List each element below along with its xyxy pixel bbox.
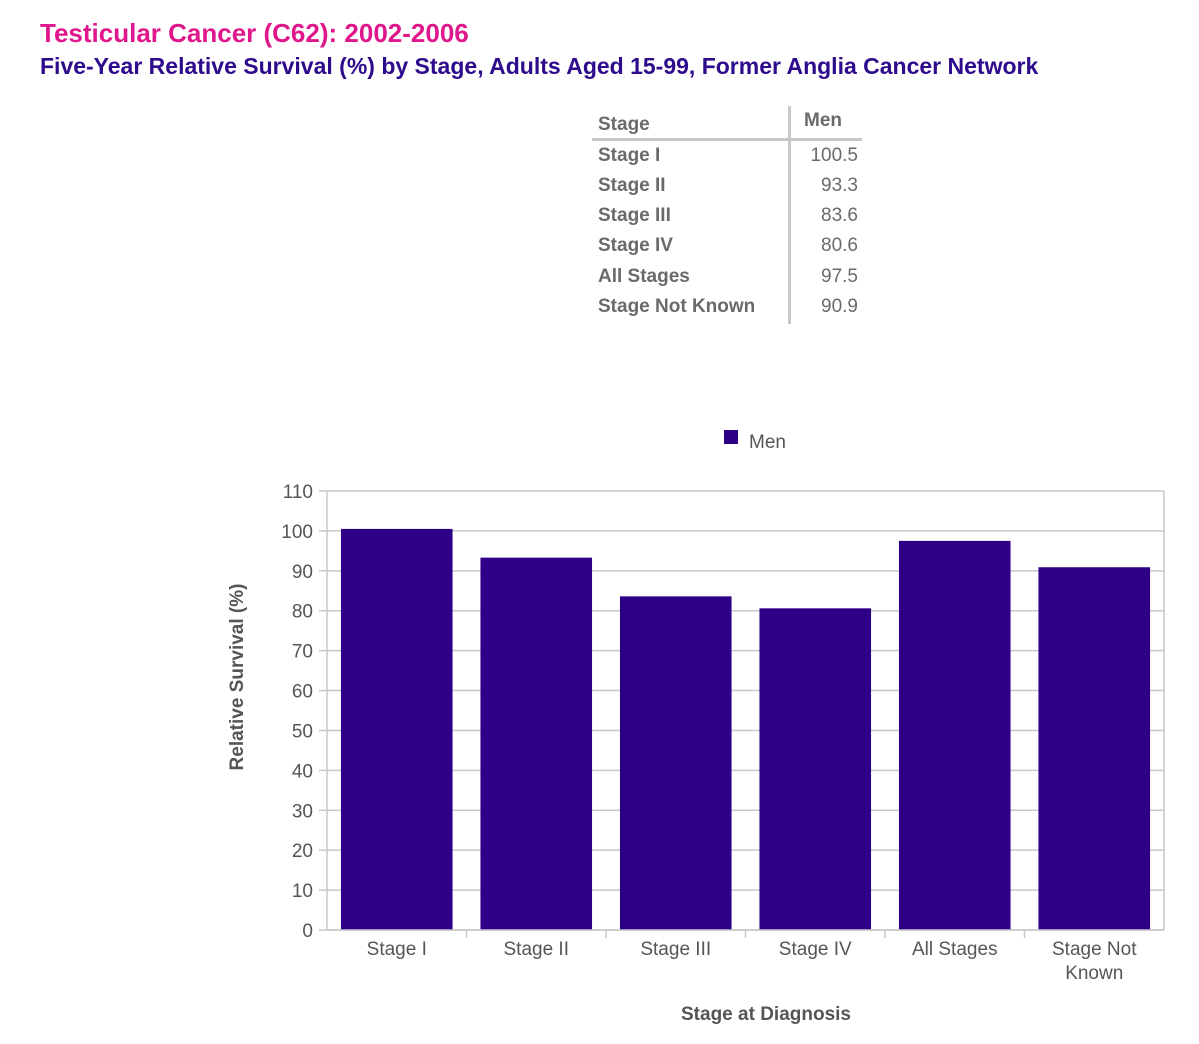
table-cell-stage: All Stages [598,266,690,287]
x-tick-label: Stage IV [779,939,852,960]
y-tick-label: 30 [292,801,313,822]
table-header-stage: Stage [598,114,650,135]
table-divider-vertical [788,106,791,324]
x-axis-title: Stage at Diagnosis [681,1004,851,1025]
y-tick-label: 60 [292,682,313,703]
legend-label: Men [749,432,786,453]
bar [759,608,872,930]
x-tick-label: Stage II [504,939,570,960]
y-tick-label: 100 [281,522,313,543]
y-tick-label: 20 [292,841,313,862]
table-cell-stage: Stage I [598,145,661,166]
legend-swatch [724,430,738,444]
table-cell-men: 80.6 [821,235,858,256]
y-tick-label: 50 [292,721,313,742]
table-header-men: Men [804,110,842,131]
table-cell-men: 90.9 [821,296,858,317]
table-cell-stage: Stage IV [598,235,673,256]
table-row: Stage Not Known 90.9 [592,296,858,326]
table-cell-stage: Stage Not Known [598,296,756,317]
table-header-row: Stage [592,114,862,144]
x-tick-label: Known [1065,963,1123,984]
page-subtitle: Five-Year Relative Survival (%) by Stage… [40,53,1039,79]
table-row: Stage IV 80.6 [592,235,858,265]
y-tick-label: 0 [302,921,313,942]
legend: Men [724,430,786,453]
table-cell-men: 83.6 [821,205,858,226]
bar-layer [340,528,1151,930]
table-cell-stage: Stage III [598,205,671,226]
table-cell-stage: Stage II [598,175,666,196]
y-tick-label: 110 [283,482,313,503]
bar [340,528,453,930]
x-tick-label: Stage Not [1052,939,1137,960]
table-row: Stage II 93.3 [592,175,858,205]
x-tick-label: Stage I [367,939,427,960]
x-tick-label: All Stages [912,939,998,960]
bar [898,540,1011,930]
table-row: All Stages 97.5 [592,266,858,296]
table-row: Stage III 83.6 [592,205,858,235]
table-cell-men: 93.3 [821,175,858,196]
y-tick-label: 90 [292,562,313,583]
page-title: Testicular Cancer (C62): 2002-2006 [40,18,469,48]
bar [1038,567,1151,930]
y-axis-title: Relative Survival (%) [227,584,248,771]
table-cell-men: 100.5 [810,145,858,166]
bar [619,596,732,930]
x-tick-label: Stage III [640,939,711,960]
axis-layer: 0 10 20 30 40 50 60 70 80 90 100 110 Stage I Stage II… [281,482,1165,984]
y-tick-label: 40 [292,761,313,782]
y-tick-label: 10 [292,881,313,902]
table-divider-horizontal [592,138,862,141]
bar [480,557,593,930]
table-row: Stage I 100.5 [592,145,858,175]
table-cell-men: 97.5 [821,266,858,287]
y-tick-label: 70 [292,642,313,663]
y-tick-label: 80 [292,602,313,623]
